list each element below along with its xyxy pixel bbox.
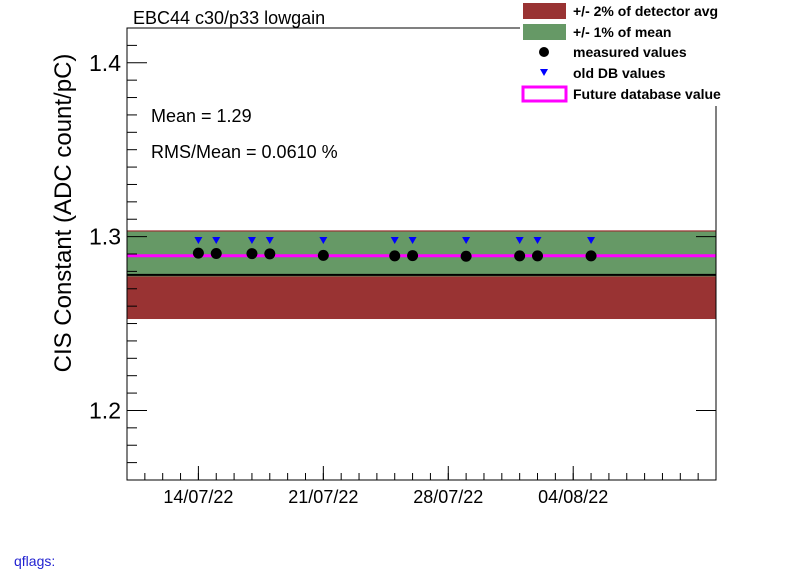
mean-band (127, 231, 716, 277)
legend: +/- 2% of detector avg +/- 1% of mean me… (520, 0, 744, 106)
old-db-point (319, 236, 328, 244)
measured-point (264, 248, 276, 260)
measured-point (389, 250, 401, 262)
x-tick-label: 04/08/22 (538, 487, 608, 507)
old-db-point (515, 236, 524, 244)
stats-rms: RMS/Mean = 0.0610 % (151, 142, 338, 162)
measured-point (246, 248, 258, 260)
legend-swatch-future-value (521, 85, 568, 103)
old-db-point (587, 236, 596, 244)
old-db-point (194, 236, 203, 244)
legend-swatch-detector-band (523, 3, 566, 19)
legend-label-old-db: old DB values (573, 65, 666, 81)
old-db-point (265, 236, 274, 244)
legend-label-future-value: Future database value (573, 86, 721, 102)
old-db-point (212, 236, 221, 244)
y-tick-label: 1.4 (89, 50, 121, 76)
old-db-point (247, 236, 256, 244)
data-points-layer (192, 236, 597, 262)
measured-point (407, 250, 419, 262)
y-tick-label: 1.3 (89, 224, 121, 250)
legend-label-measured: measured values (573, 44, 687, 60)
legend-label-detector-band: +/- 2% of detector avg (573, 3, 718, 19)
x-tick-label: 28/07/22 (413, 487, 483, 507)
legend-swatch-mean-band (523, 24, 566, 40)
old-db-point (408, 236, 417, 244)
old-db-point (390, 236, 399, 244)
measured-point (514, 250, 526, 262)
axes-layer: 1.2 1.3 1.4 14/07/22 21/07/22 28/07/22 04/08/2… (89, 27, 717, 507)
chart-title: EBC44 c30/p33 lowgain (133, 8, 325, 28)
measured-point (192, 247, 204, 259)
legend-marker-old-db (540, 69, 548, 76)
legend-marker-measured (539, 47, 549, 57)
old-db-point (533, 236, 542, 244)
measured-point (317, 249, 329, 261)
measured-point (532, 250, 544, 262)
x-tick-label: 14/07/22 (163, 487, 233, 507)
legend-label-mean-band: +/- 1% of mean (573, 24, 671, 40)
stats-mean: Mean = 1.29 (151, 106, 252, 126)
old-db-point (462, 236, 471, 244)
reference-lines-layer (127, 254, 716, 276)
measured-point (210, 247, 222, 259)
x-tick-label: 21/07/22 (288, 487, 358, 507)
qflags-label: qflags: (14, 553, 56, 569)
y-tick-label: 1.2 (89, 397, 121, 423)
measured-point (585, 250, 597, 262)
measured-point (460, 250, 472, 262)
y-axis-label: CIS Constant (ADC count/pC) (50, 54, 77, 373)
